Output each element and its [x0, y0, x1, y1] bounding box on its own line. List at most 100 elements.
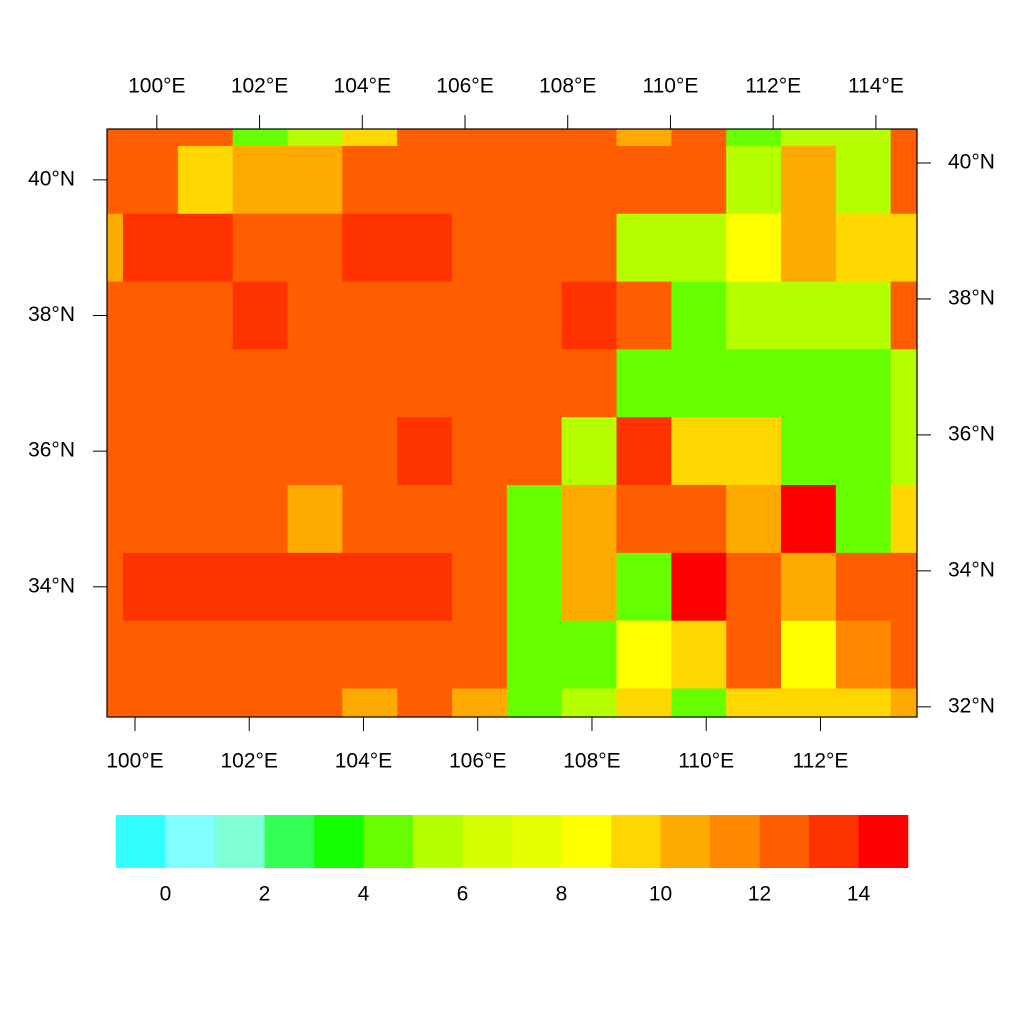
grid-cell [452, 145, 508, 215]
grid-cell [890, 688, 917, 717]
grid-cell [671, 485, 727, 554]
grid-cell [781, 620, 837, 690]
grid-cell [287, 620, 343, 690]
colorbar-label: 0 [160, 883, 172, 906]
colorbar-box [660, 815, 711, 868]
grid-cell [890, 213, 917, 283]
grid-cell [452, 129, 508, 147]
grid-cell [671, 145, 727, 215]
grid-cell [561, 552, 618, 622]
grid-cell [452, 620, 508, 690]
x-tick-label: 110°E [678, 750, 734, 773]
colorbar-label: 10 [649, 883, 672, 906]
grid-cell [232, 129, 289, 147]
grid-cell [107, 620, 124, 690]
grid-cell [342, 688, 398, 717]
grid-cell [506, 688, 563, 717]
grid-cell [561, 620, 618, 690]
grid-cell [781, 688, 837, 717]
grid-cell [122, 129, 179, 147]
colorbar-box [710, 815, 760, 868]
grid-cell [561, 281, 618, 350]
grid-cell [342, 620, 398, 690]
y2-tick-label: 34°N [948, 558, 995, 581]
grid-cell [232, 213, 289, 283]
grid-cell [342, 552, 398, 622]
grid-cell [616, 281, 672, 350]
colorbar-label: 2 [259, 883, 271, 906]
colorbar-box [363, 815, 414, 868]
grid-cell [506, 417, 563, 486]
grid-cell [177, 688, 234, 717]
y2-tick-label: 40°N [948, 151, 995, 174]
grid-cell [232, 620, 289, 690]
grid-cell [835, 688, 892, 717]
grid-cell [397, 552, 453, 622]
grid-cell [342, 349, 398, 418]
grid-cell [122, 281, 179, 350]
grid-cell [616, 145, 672, 215]
grid-cell [397, 485, 453, 554]
grid-cell [781, 349, 837, 418]
grid-cell [561, 213, 618, 283]
grid-cell [506, 620, 563, 690]
grid-cell [561, 417, 618, 486]
grid-cell [107, 552, 124, 622]
grid-cell [890, 417, 917, 486]
grid-cell [287, 281, 343, 350]
grid-cell [781, 417, 837, 486]
grid-cell [506, 129, 563, 147]
grid-cell [107, 213, 124, 283]
grid-cell [726, 145, 782, 215]
x-tick-label: 104°E [335, 750, 392, 773]
grid-cell [177, 213, 234, 283]
grid-cell [726, 213, 782, 283]
grid-cell [616, 213, 672, 283]
grid-cell [122, 145, 179, 215]
y-tick-label: 36°N [28, 439, 75, 462]
axes: 100°E 102°E 104°E 106°E 108°E 110°E 112°E 100°E… [28, 75, 995, 906]
grid-cell [506, 485, 563, 554]
grid-cell [671, 129, 727, 147]
y-tick-label: 40°N [28, 167, 75, 190]
grid-cell [287, 145, 343, 215]
colorbar-box [116, 815, 166, 868]
grid-cell [107, 485, 124, 554]
grid-cell [671, 552, 727, 622]
grid-cell [177, 129, 234, 147]
grid-cell [890, 281, 917, 350]
grid-cell [452, 688, 508, 717]
colorbar-label: 4 [358, 883, 370, 906]
plot-frame [106, 128, 918, 718]
colorbar-box [165, 815, 216, 868]
grid-cell [122, 552, 179, 622]
x-tick-label: 102°E [221, 750, 278, 773]
colorbar-label: 14 [847, 883, 871, 906]
y2-tick-label: 38°N [948, 286, 995, 309]
grid-cell [122, 417, 179, 486]
x2-tick-label: 112°E [745, 75, 801, 98]
grid-cell [342, 213, 398, 283]
grid-cell [781, 281, 837, 350]
x2-tick-label: 108°E [539, 75, 596, 98]
grid-cell [397, 417, 453, 486]
grid-cell [107, 281, 124, 350]
grid-cell [726, 349, 782, 418]
grid-cell [122, 485, 179, 554]
grid-cell [616, 349, 672, 418]
x2-tick-label: 106°E [436, 75, 493, 98]
colorbar-box [413, 815, 463, 868]
grid-cell [781, 552, 837, 622]
grid-cell [122, 620, 179, 690]
x-tick-label: 106°E [449, 750, 506, 773]
grid-cell [835, 145, 892, 215]
colorbar-label: 8 [556, 883, 568, 906]
grid-cell [890, 485, 917, 554]
grid-cell [287, 688, 343, 717]
grid-cell [177, 349, 234, 418]
grid-cell [616, 688, 672, 717]
grid-cell [397, 145, 453, 215]
grid-cell [726, 620, 782, 690]
y2-tick-label: 32°N [948, 694, 995, 717]
grid-cell [726, 485, 782, 554]
